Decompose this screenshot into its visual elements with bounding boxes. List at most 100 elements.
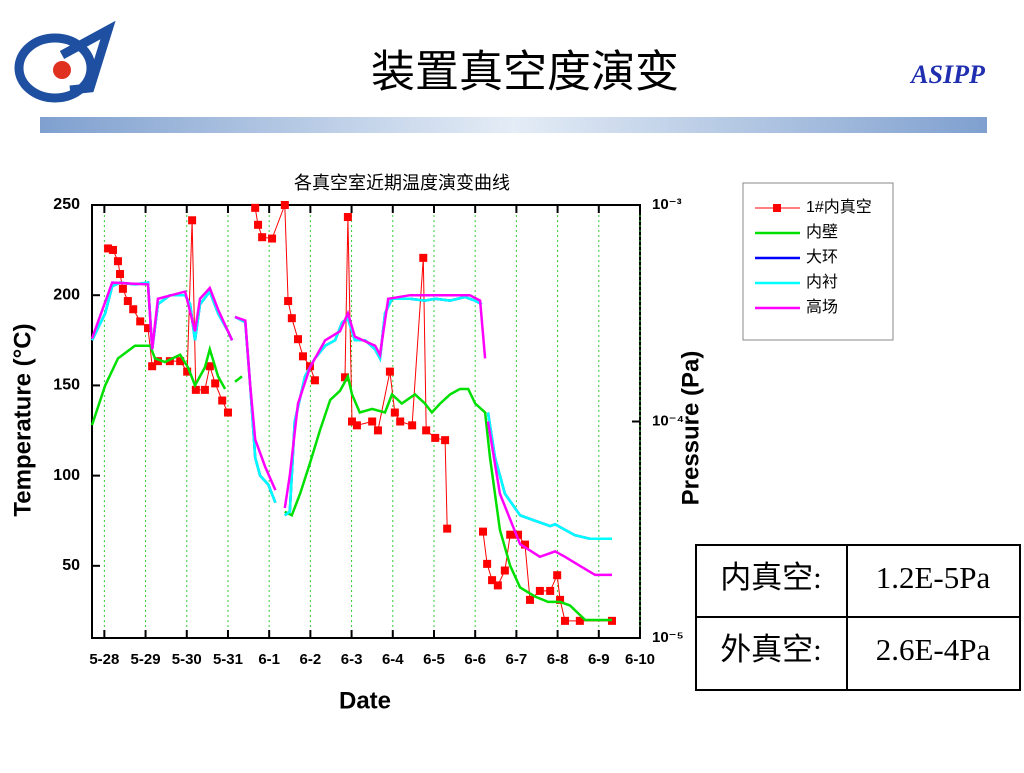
table-cell: 2.6E-4Pa bbox=[876, 632, 991, 667]
y-tick-label: 100 bbox=[53, 467, 80, 484]
logo-dot bbox=[53, 61, 71, 79]
marker bbox=[294, 335, 303, 344]
table-cell: 1.2E-5Pa bbox=[876, 560, 991, 595]
x-axis-label: Date bbox=[339, 687, 391, 714]
x-tick-label: 5-30 bbox=[172, 651, 202, 668]
marker bbox=[104, 244, 113, 253]
marker bbox=[343, 213, 352, 222]
y2-axis-label: Pressure (Pa) bbox=[677, 351, 704, 506]
marker bbox=[144, 324, 153, 333]
marker bbox=[109, 245, 118, 254]
marker bbox=[280, 201, 289, 209]
marker bbox=[148, 362, 157, 371]
marker bbox=[118, 284, 127, 293]
marker bbox=[251, 203, 260, 212]
marker bbox=[340, 373, 349, 382]
marker bbox=[284, 297, 293, 306]
y2-tick-label: 10⁻³ bbox=[652, 196, 682, 213]
marker bbox=[419, 253, 428, 262]
marker bbox=[493, 581, 502, 590]
x-tick-label: 5-28 bbox=[89, 651, 119, 668]
series-line bbox=[90, 281, 612, 577]
marker bbox=[521, 540, 530, 549]
marker bbox=[191, 385, 200, 394]
series-line bbox=[90, 344, 612, 622]
marker bbox=[443, 524, 452, 533]
legend-box bbox=[742, 182, 894, 341]
y-axis-label: Temperature (°C) bbox=[9, 323, 36, 516]
x-tick-label: 6-6 bbox=[464, 651, 486, 668]
marker bbox=[561, 616, 570, 625]
y-tick-label: 150 bbox=[53, 377, 80, 394]
x-tick-label: 5-31 bbox=[213, 651, 243, 668]
x-tick-label: 6-1 bbox=[258, 651, 280, 668]
table: 内真空: 1.2E-5Pa 外真空: 2.6E-4Pa bbox=[695, 544, 1021, 691]
marker bbox=[352, 421, 361, 430]
marker bbox=[176, 357, 185, 366]
x-tick-label: 6-10 bbox=[625, 651, 655, 668]
marker bbox=[525, 595, 534, 604]
marker bbox=[575, 616, 584, 625]
marker bbox=[223, 408, 232, 417]
marker bbox=[310, 376, 319, 385]
y-tick-label: 250 bbox=[53, 196, 80, 213]
slide-title: 装置真空度演变 bbox=[371, 47, 679, 98]
marker bbox=[479, 527, 488, 536]
x-tick-label: 6-5 bbox=[423, 651, 445, 668]
legend-label: 1#内真空 bbox=[806, 198, 872, 216]
marker bbox=[268, 234, 277, 243]
x-tick-label: 6-4 bbox=[382, 651, 404, 668]
x-tick-label: 6-2 bbox=[300, 651, 322, 668]
logo bbox=[14, 20, 116, 103]
x-tick-label: 6-8 bbox=[547, 651, 569, 668]
marker bbox=[116, 270, 125, 279]
y-tick-label: 50 bbox=[62, 557, 80, 574]
marker bbox=[200, 385, 209, 394]
marker bbox=[123, 297, 132, 306]
legend-marker bbox=[773, 204, 781, 212]
marker bbox=[408, 421, 417, 430]
marker bbox=[188, 216, 197, 225]
marker bbox=[254, 220, 263, 229]
marker bbox=[153, 357, 162, 366]
marker bbox=[396, 417, 405, 426]
table-cell: 外真空: bbox=[720, 632, 822, 667]
x-tick-label: 6-9 bbox=[588, 651, 610, 668]
marker bbox=[535, 586, 544, 595]
header-bar bbox=[40, 117, 987, 133]
y-tick-label: 200 bbox=[53, 286, 80, 303]
marker bbox=[390, 408, 399, 417]
table-cell: 内真空: bbox=[720, 560, 822, 595]
marker bbox=[373, 426, 382, 435]
marker bbox=[347, 417, 356, 426]
y2-tick-label: 10⁻⁴ bbox=[652, 412, 684, 429]
x-tick-label: 6-7 bbox=[506, 651, 528, 668]
marker bbox=[385, 367, 394, 376]
marker bbox=[136, 317, 145, 326]
plot: 5-28 5-29 5-30 5-31 6-1 6-2 6-3 6-4 6-5 6-6 6-7 6-8… bbox=[53, 196, 684, 668]
legend-label: 内衬 bbox=[806, 273, 838, 291]
marker bbox=[205, 362, 214, 371]
marker bbox=[514, 530, 523, 539]
marker bbox=[218, 396, 227, 405]
legend-label: 高场 bbox=[806, 298, 838, 316]
marker bbox=[258, 233, 267, 242]
x-tick-label: 6-3 bbox=[341, 651, 363, 668]
marker bbox=[506, 530, 515, 539]
chart-title: 各真空室近期温度演变曲线 bbox=[294, 173, 510, 193]
marker bbox=[165, 357, 174, 366]
org-name: ASIPP bbox=[909, 60, 986, 89]
marker bbox=[483, 559, 492, 568]
marker bbox=[431, 433, 440, 442]
marker bbox=[298, 352, 307, 361]
marker bbox=[113, 257, 122, 266]
y2-tick-label: 10⁻⁵ bbox=[652, 629, 684, 646]
marker bbox=[183, 367, 192, 376]
marker bbox=[546, 586, 555, 595]
x-tick-label: 5-29 bbox=[131, 651, 161, 668]
legend-label: 大环 bbox=[806, 248, 838, 266]
marker bbox=[129, 305, 138, 314]
